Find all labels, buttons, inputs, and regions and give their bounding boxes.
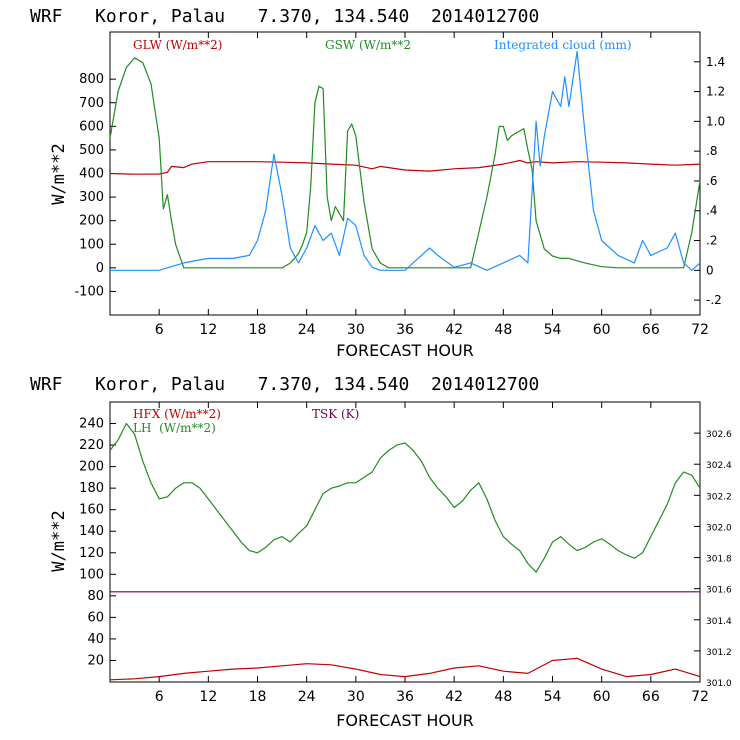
- y-tick-label: 200: [79, 460, 104, 475]
- y2-tick-label: .2: [706, 234, 717, 248]
- panel-2-legend-hfx: HFX (W/m**2): [133, 407, 221, 421]
- y-tick-label: 700: [79, 96, 104, 111]
- y-tick-label: 120: [79, 546, 104, 561]
- y-tick-label: 60: [87, 610, 104, 625]
- y2-tick-label: 301.2: [706, 648, 732, 658]
- panel-2-x-axis-label: FORECAST HOUR: [336, 711, 474, 730]
- panel-1: WRF Koror, Palau 7.370, 134.540 20140127…: [30, 6, 725, 360]
- y-tick-label: 100: [79, 567, 104, 582]
- y2-tick-label: .8: [706, 144, 717, 158]
- y2-tick-label: 301.0: [706, 679, 732, 689]
- y-tick-label: 400: [79, 167, 104, 182]
- y-tick-label: 100: [79, 237, 104, 252]
- y2-tick-label: 302.2: [706, 492, 732, 502]
- y2-tick-label: 1.4: [706, 55, 725, 69]
- y2-tick-label: 301.8: [706, 555, 732, 565]
- panel-2-legend-lh: LH (W/m**2): [133, 421, 216, 435]
- x-tick-label: 12: [199, 322, 217, 338]
- y-tick-label: 180: [79, 481, 104, 496]
- y-tick-label: 300: [79, 190, 104, 205]
- panel-1-legend-gsw: GSW (W/m**2: [325, 38, 411, 52]
- panel-1-x-axis-label: FORECAST HOUR: [336, 341, 474, 360]
- y2-tick-label: .4: [706, 204, 717, 218]
- panel-2-y-axis-label: W/m**2: [49, 510, 69, 571]
- x-tick-label: 72: [691, 322, 709, 338]
- y-tick-label: 0: [96, 261, 104, 276]
- y-tick-label: 500: [79, 143, 104, 158]
- x-tick-label: 30: [347, 322, 365, 338]
- x-tick-label: 60: [593, 689, 611, 705]
- y2-tick-label: 301.4: [706, 617, 732, 627]
- y2-tick-label: -.2: [706, 293, 722, 307]
- x-tick-label: 66: [642, 689, 660, 705]
- x-tick-label: 72: [691, 689, 709, 705]
- x-tick-label: 6: [155, 322, 164, 338]
- x-tick-label: 54: [544, 322, 562, 338]
- x-tick-label: 24: [298, 689, 316, 705]
- x-tick-label: 42: [445, 689, 463, 705]
- y2-tick-label: 1.2: [706, 85, 725, 99]
- x-tick-label: 54: [544, 689, 562, 705]
- y2-tick-label: 0: [706, 263, 714, 277]
- y2-tick-label: 302.0: [706, 523, 732, 533]
- y-tick-label: 240: [79, 417, 104, 432]
- series-line-glw-w-m-2: [109, 159, 701, 175]
- panel-2-title: WRF Koror, Palau 7.370, 134.540 20140127…: [30, 374, 539, 395]
- series-line-gsw-w-m-2: [109, 57, 701, 269]
- panel-1-title: WRF Koror, Palau 7.370, 134.540 20140127…: [30, 6, 539, 27]
- panel-2-frame: [109, 401, 701, 683]
- panel-2: WRF Koror, Palau 7.370, 134.540 20140127…: [30, 374, 732, 730]
- y-tick-label: 160: [79, 503, 104, 518]
- x-tick-label: 48: [494, 689, 512, 705]
- y2-tick-label: 301.6: [706, 586, 732, 596]
- y2-tick-label: 302.4: [706, 461, 732, 471]
- x-tick-label: 36: [396, 689, 414, 705]
- x-tick-label: 12: [199, 689, 217, 705]
- y2-tick-label: .6: [706, 174, 717, 188]
- y-tick-label: 40: [87, 632, 104, 647]
- panel-1-frame: [109, 31, 701, 316]
- y-tick-label: 600: [79, 119, 104, 134]
- panel-1-legend-glw: GLW (W/m**2): [133, 38, 222, 52]
- panel-1-y-axis-label: W/m**2: [49, 143, 69, 204]
- y2-tick-label: 1.0: [706, 114, 725, 128]
- y2-tick-label: 302.6: [706, 430, 732, 440]
- x-tick-label: 18: [249, 689, 267, 705]
- x-tick-label: 18: [249, 322, 267, 338]
- x-tick-label: 42: [445, 322, 463, 338]
- y-tick-label: 200: [79, 214, 104, 229]
- series-line-integrated-cloud-mm: [110, 50, 701, 271]
- panel-2-legend-tsk: TSK (K): [312, 407, 359, 421]
- y-tick-label: 140: [79, 524, 104, 539]
- y-tick-label: 220: [79, 438, 104, 453]
- x-tick-label: 36: [396, 322, 414, 338]
- series-line-lh-w-m-2: [109, 422, 701, 573]
- series-line-hfx-w-m-2: [109, 657, 701, 681]
- x-tick-label: 48: [494, 322, 512, 338]
- y-tick-label: 20: [87, 653, 104, 668]
- y-tick-label: 80: [87, 589, 104, 604]
- x-tick-label: 60: [593, 322, 611, 338]
- y-tick-label: 800: [79, 72, 104, 87]
- x-tick-label: 6: [155, 689, 164, 705]
- x-tick-label: 30: [347, 689, 365, 705]
- y-tick-label: -100: [74, 284, 104, 299]
- panel-1-legend-cloud: Integrated cloud (mm): [494, 38, 632, 52]
- x-tick-label: 66: [642, 322, 660, 338]
- x-tick-label: 24: [298, 322, 316, 338]
